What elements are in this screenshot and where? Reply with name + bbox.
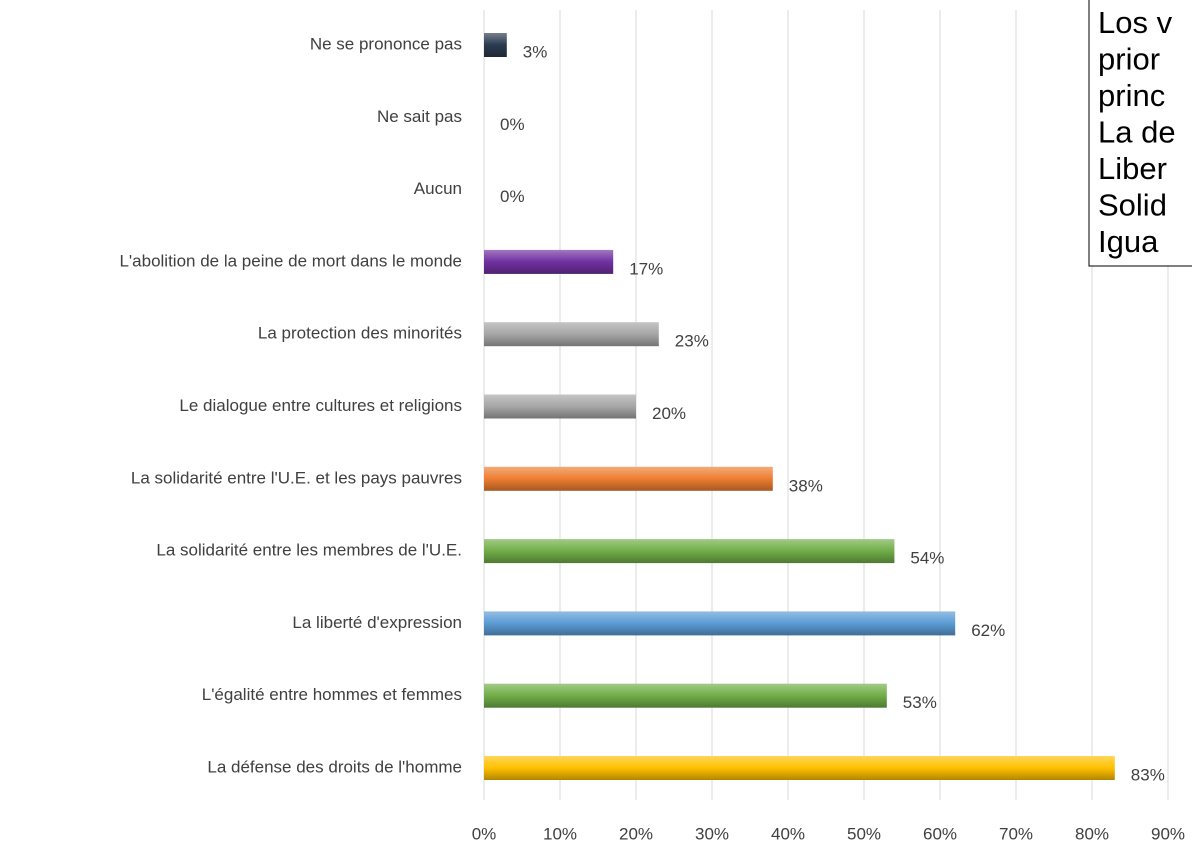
data-label: 20% xyxy=(652,404,686,423)
text-box-line: Solid xyxy=(1098,188,1167,223)
bar xyxy=(484,466,773,491)
y-tick-label: La solidarité entre l'U.E. et les pays p… xyxy=(131,468,462,487)
y-tick-label: La liberté d'expression xyxy=(292,613,462,632)
text-box-line: princ xyxy=(1098,78,1165,113)
y-tick-label: L'égalité entre hommes et femmes xyxy=(202,685,462,704)
data-label: 83% xyxy=(1131,765,1165,784)
bar xyxy=(484,249,614,274)
data-label: 23% xyxy=(675,332,709,351)
y-tick-label: La défense des droits de l'homme xyxy=(207,757,462,776)
data-label: 17% xyxy=(629,259,663,278)
y-tick-label: Le dialogue entre cultures et religions xyxy=(179,396,462,415)
plot: 0% 10% 20% 30% 40% 50% 60% 70% 80% 90% Ne se prono… xyxy=(119,10,1185,843)
y-tick-label: Aucun xyxy=(414,179,462,198)
x-tick-label: 80% xyxy=(1075,824,1109,843)
x-tick-label: 10% xyxy=(543,824,577,843)
y-tick-label: Ne sait pas xyxy=(377,107,462,126)
bar xyxy=(484,539,895,564)
bar xyxy=(484,322,659,347)
bar xyxy=(484,611,956,636)
bar xyxy=(484,756,1115,780)
y-tick-label: L'abolition de la peine de mort dans le … xyxy=(119,251,462,270)
data-label: 62% xyxy=(971,621,1005,640)
y-tick-label: La protection des minorités xyxy=(258,324,462,343)
x-tick-label: 60% xyxy=(923,824,957,843)
y-tick-label: La solidarité entre les membres de l'U.E… xyxy=(156,541,462,560)
bar xyxy=(484,683,887,708)
x-tick-label: 30% xyxy=(695,824,729,843)
text-box-frame xyxy=(1088,0,1192,267)
x-tick-label: 40% xyxy=(771,824,805,843)
x-tick-label: 70% xyxy=(999,824,1033,843)
bar xyxy=(484,33,507,57)
data-label: 0% xyxy=(500,115,525,134)
text-box-line: prior xyxy=(1098,42,1160,77)
data-label: 53% xyxy=(903,693,937,712)
data-label: 0% xyxy=(500,187,525,206)
x-tick-label: 20% xyxy=(619,824,653,843)
x-tick-label: 0% xyxy=(472,824,497,843)
bar xyxy=(484,394,636,419)
data-label: 3% xyxy=(523,42,548,61)
y-tick-label: Ne se prononce pas xyxy=(310,34,462,53)
text-box-line: Los v xyxy=(1098,5,1173,40)
x-tick-label: 50% xyxy=(847,824,881,843)
data-label: 38% xyxy=(789,476,823,495)
text-box-line: Igua xyxy=(1098,224,1159,259)
data-label: 54% xyxy=(910,549,944,568)
x-tick-label: 90% xyxy=(1151,824,1185,843)
text-box-line: Liber xyxy=(1098,151,1167,186)
text-box-line: La de xyxy=(1098,115,1176,150)
